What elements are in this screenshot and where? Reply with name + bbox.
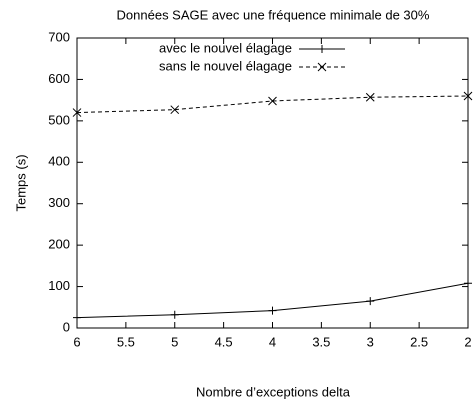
legend-label: avec le nouvel élagage	[159, 40, 292, 55]
chart-title: Données SAGE avec une fréquence minimale…	[117, 7, 430, 22]
y-axis-label: Temps (s)	[13, 154, 28, 211]
legend-label: sans le nouvel élagage	[159, 58, 292, 73]
point	[268, 306, 277, 315]
point	[73, 313, 81, 322]
point	[268, 96, 277, 106]
x-tick-label: 5	[171, 334, 178, 349]
legend-marker	[318, 45, 326, 53]
y-tick-label: 500	[48, 112, 70, 127]
y-tick-label: 100	[48, 278, 70, 293]
x-tick-label: 6	[73, 334, 80, 349]
x-tick-label: 5.5	[117, 334, 135, 349]
y-tick-label: 300	[48, 195, 70, 210]
y-tick-label: 400	[48, 154, 70, 169]
y-tick-label: 200	[48, 237, 70, 252]
point	[366, 297, 375, 306]
y-tick-label: 600	[48, 71, 70, 86]
x-tick-label: 4	[269, 334, 276, 349]
point	[72, 108, 82, 117]
x-tick-label: 4.5	[215, 334, 233, 349]
plot-frame	[76, 37, 469, 329]
point	[464, 279, 472, 288]
x-axis-label: Nombre d’exceptions delta	[196, 384, 351, 399]
point	[365, 92, 375, 102]
point	[463, 91, 473, 101]
y-tick-label: 0	[63, 319, 70, 334]
x-tick-label: 3.5	[312, 334, 330, 349]
legend-marker	[317, 62, 327, 72]
point	[170, 105, 180, 115]
series-line	[76, 95, 469, 114]
x-tick-label: 2	[464, 334, 471, 349]
point	[170, 310, 179, 319]
x-tick-label: 3	[367, 334, 374, 349]
x-tick-label: 2.5	[410, 334, 428, 349]
y-tick-label: 700	[48, 29, 70, 44]
